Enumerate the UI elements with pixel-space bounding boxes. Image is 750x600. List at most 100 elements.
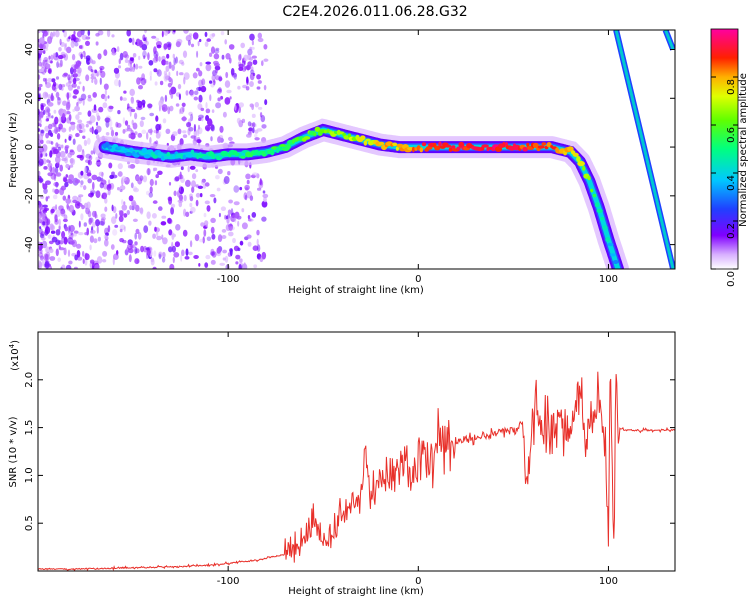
noise-dot — [98, 221, 105, 226]
noise-dot — [205, 224, 208, 228]
noise-dot — [114, 224, 119, 228]
noise-dot — [119, 238, 124, 243]
ridge-mark — [166, 151, 171, 157]
noise-dot — [69, 164, 74, 168]
noise-dot — [82, 85, 85, 92]
x-tick-label: 0 — [415, 274, 421, 285]
ridge-mark — [314, 126, 321, 132]
noise-dot — [248, 127, 253, 132]
noise-dot — [49, 31, 54, 40]
noise-dot — [135, 41, 138, 45]
noise-dot — [211, 74, 216, 82]
noise-dot — [119, 185, 126, 191]
noise-dot — [50, 172, 57, 180]
noise-dot — [215, 175, 220, 180]
noise-dot — [42, 77, 46, 82]
ridge-mark — [610, 253, 616, 257]
noise-dot — [209, 80, 213, 84]
noise-dot — [68, 174, 74, 181]
noise-dot — [78, 98, 84, 102]
noise-dot — [38, 158, 44, 166]
noise-dot — [61, 127, 67, 133]
noise-dot — [101, 217, 106, 221]
ridge-mark — [541, 142, 547, 146]
colorbar-ticks: 0.0 0.2 0.4 0.6 0.8 — [711, 76, 738, 287]
noise-dot — [100, 213, 106, 218]
noise-dot — [48, 55, 51, 60]
noise-dot — [137, 232, 142, 240]
noise-dot — [83, 139, 88, 147]
noise-dot — [63, 214, 68, 221]
noise-dot — [137, 132, 143, 138]
noise-dot — [146, 211, 151, 219]
spectrogram-x-label: Height of straight line (km) — [288, 285, 424, 296]
noise-dot — [162, 118, 167, 124]
noise-dot — [128, 37, 133, 43]
noise-dot — [172, 131, 178, 137]
ridge-mark — [602, 225, 608, 231]
colorbar-tick-label: 0.4 — [726, 175, 737, 191]
y-tick-label: 20 — [24, 92, 35, 105]
noise-dot — [241, 208, 245, 213]
noise-dot — [64, 146, 69, 151]
noise-dot — [165, 128, 171, 134]
noise-dot — [171, 245, 176, 253]
ridge-mark — [363, 140, 368, 146]
noise-dot — [206, 236, 212, 242]
noise-dot — [128, 133, 132, 139]
noise-dot — [72, 108, 75, 113]
noise-dot — [53, 52, 57, 57]
noise-dot — [76, 123, 82, 132]
noise-dot — [104, 197, 108, 204]
noise-dot — [86, 137, 91, 145]
ridge-mark — [365, 138, 371, 142]
steep-line-core — [614, 30, 675, 269]
noise-dot — [95, 219, 100, 227]
noise-dot — [233, 72, 237, 80]
noise-dot — [55, 142, 59, 149]
noise-dot — [170, 207, 175, 215]
noise-dot — [112, 229, 118, 236]
noise-dot — [87, 178, 92, 184]
noise-dot — [51, 236, 58, 243]
noise-dot — [55, 52, 59, 58]
noise-dot — [249, 103, 254, 108]
noise-dot — [89, 115, 96, 123]
noise-dot — [130, 98, 134, 105]
noise-dot — [238, 106, 241, 114]
noise-dot — [80, 213, 84, 221]
noise-dot — [178, 59, 184, 65]
noise-dot — [215, 102, 222, 109]
noise-dot — [210, 46, 216, 54]
noise-dot — [93, 238, 98, 244]
ridge-mark — [109, 148, 116, 153]
noise-dot — [61, 264, 66, 269]
noise-dot — [102, 192, 108, 196]
noise-dot — [184, 255, 190, 260]
noise-dot — [218, 76, 223, 82]
noise-dot — [71, 239, 77, 248]
noise-dot — [189, 89, 194, 96]
noise-dot — [200, 85, 207, 93]
noise-dot — [104, 95, 108, 102]
noise-dot — [218, 87, 222, 93]
noise-dot — [156, 69, 162, 77]
colorbar-tick-label: 0.8 — [726, 79, 737, 95]
noise-dot — [239, 240, 244, 246]
noise-dot — [86, 227, 89, 236]
noise-dot — [175, 56, 178, 64]
noise-dot — [156, 235, 162, 241]
noise-dot — [87, 30, 91, 36]
noise-dot — [88, 217, 92, 225]
noise-dot — [137, 100, 143, 108]
noise-dot — [154, 81, 158, 86]
noise-dot — [92, 181, 95, 190]
noise-dot — [156, 44, 162, 49]
noise-dot — [198, 117, 202, 121]
noise-dot — [212, 70, 218, 76]
noise-dot — [169, 89, 172, 96]
ridge-mark — [590, 188, 594, 193]
snr-panel: -100 0 100 0.5 1.0 1.5 2.0 Height of straight… — [8, 331, 676, 597]
noise-dot — [245, 173, 251, 180]
noise-dot — [116, 46, 120, 53]
